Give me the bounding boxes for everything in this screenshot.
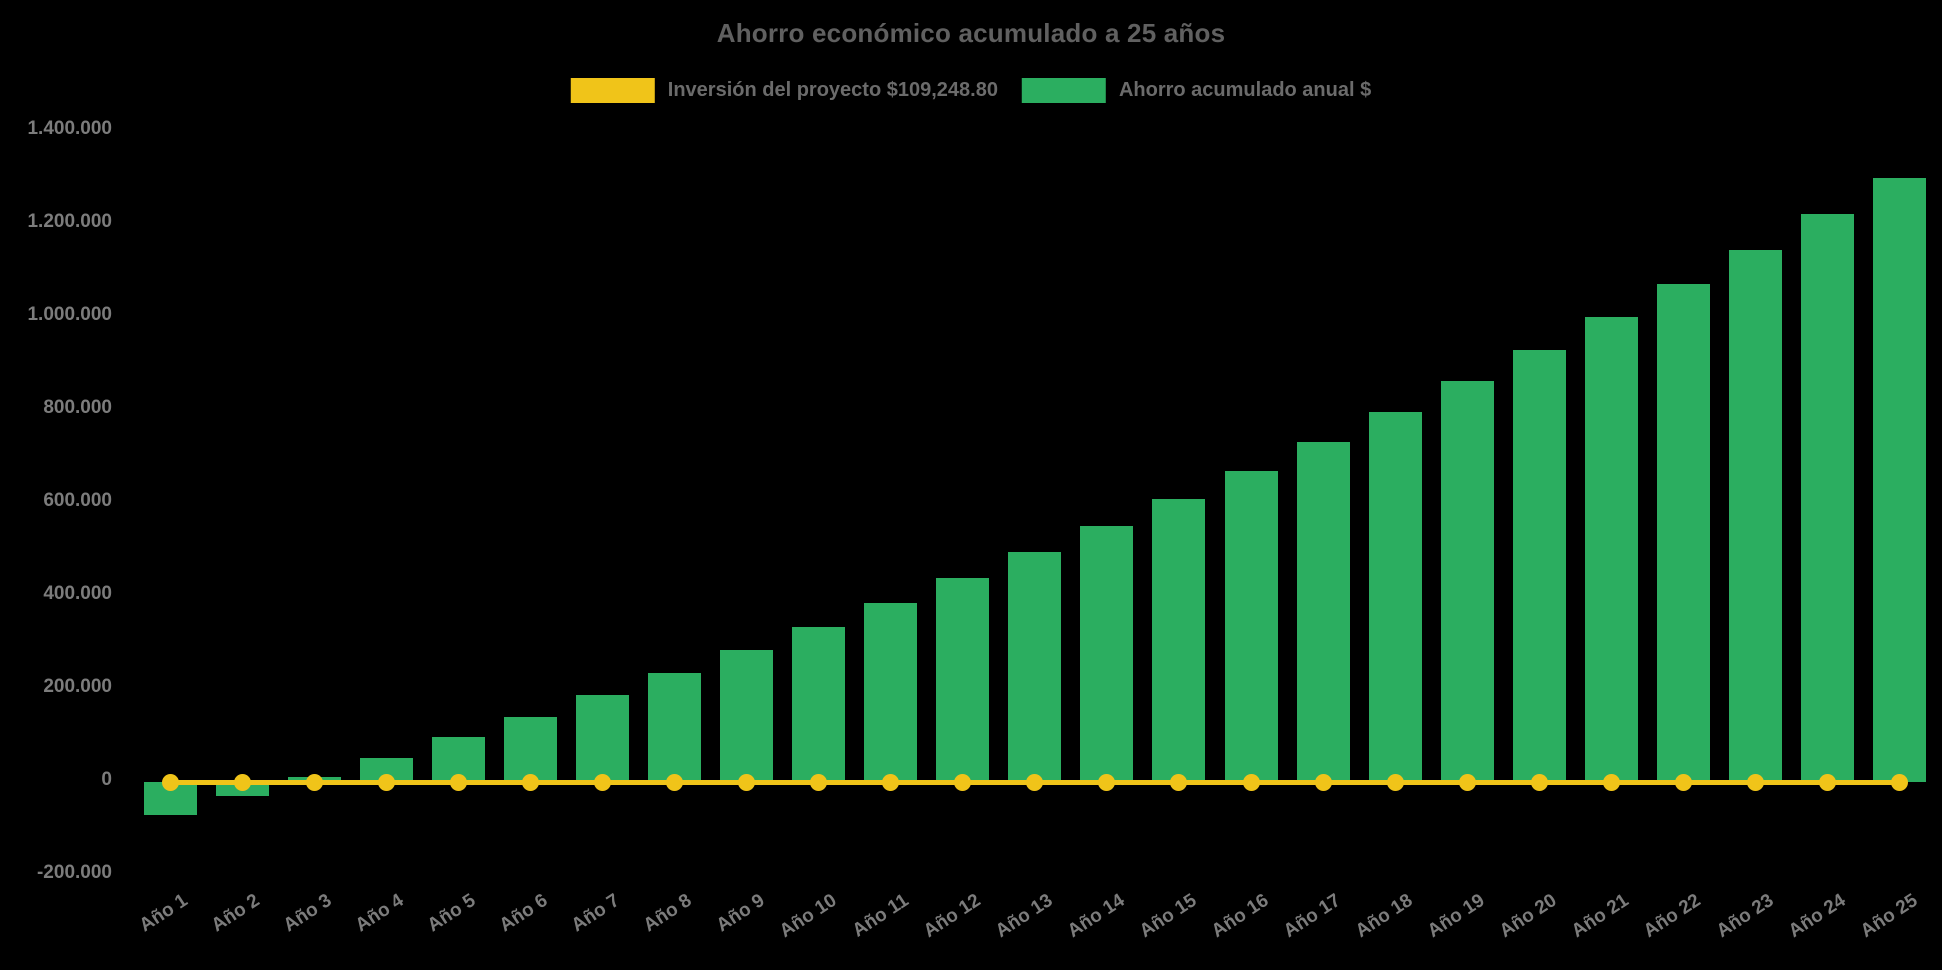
line-point-año-12[interactable] bbox=[954, 773, 972, 791]
line-point-año-7[interactable] bbox=[593, 773, 611, 791]
bar-año-16[interactable] bbox=[1224, 470, 1278, 782]
x-axis-label-año-16: Año 16 bbox=[1207, 890, 1273, 943]
bar-año-15[interactable] bbox=[1152, 498, 1206, 782]
x-axis-label-año-9: Año 9 bbox=[712, 890, 768, 937]
legend-swatch-ahorro-green bbox=[1021, 78, 1106, 103]
bar-año-22[interactable] bbox=[1656, 283, 1710, 782]
bar-año-20[interactable] bbox=[1512, 349, 1566, 782]
line-point-año-25[interactable] bbox=[1891, 773, 1909, 791]
bar-año-7[interactable] bbox=[575, 695, 629, 782]
legend-label-ahorro: Ahorro acumulado anual $ bbox=[1118, 79, 1372, 101]
line-point-año-3[interactable] bbox=[305, 773, 323, 791]
x-axis-label-año-11: Año 11 bbox=[848, 890, 913, 942]
line-point-año-16[interactable] bbox=[1242, 773, 1260, 791]
bar-año-19[interactable] bbox=[1440, 381, 1494, 782]
line-point-año-10[interactable] bbox=[810, 773, 828, 791]
x-axis-label-año-13: Año 13 bbox=[991, 890, 1057, 943]
x-axis-label-año-7: Año 7 bbox=[568, 890, 624, 937]
chart-title: Ahorro económico acumulado a 25 años bbox=[716, 18, 1226, 48]
bar-año-11[interactable] bbox=[864, 602, 918, 782]
line-point-año-9[interactable] bbox=[738, 773, 756, 791]
x-axis-label-año-22: Año 22 bbox=[1640, 890, 1705, 943]
y-axis-label-600.000: 600.000 bbox=[43, 490, 112, 511]
legend-item-inversion[interactable]: Inversión del proyecto $109,248.80 bbox=[570, 78, 998, 103]
x-axis-label-año-8: Año 8 bbox=[640, 890, 696, 937]
line-point-año-8[interactable] bbox=[665, 773, 683, 791]
y-axis-label-400.000: 400.000 bbox=[43, 583, 112, 604]
x-axis-label-año-4: Año 4 bbox=[351, 890, 408, 937]
line-point-año-21[interactable] bbox=[1602, 773, 1620, 791]
y-axis-label-1.400.000: 1.400.000 bbox=[27, 118, 112, 139]
legend: Inversión del proyecto $109,248.80 Ahorr… bbox=[570, 78, 1372, 103]
bar-año-23[interactable] bbox=[1729, 249, 1783, 782]
x-axis-label-año-24: Año 24 bbox=[1784, 890, 1850, 943]
line-point-año-1[interactable] bbox=[161, 773, 179, 791]
line-point-año-22[interactable] bbox=[1674, 773, 1692, 791]
x-axis-label-año-17: Año 17 bbox=[1279, 890, 1345, 943]
x-axis-label-año-14: Año 14 bbox=[1063, 890, 1129, 943]
x-axis-label-año-21: Año 21 bbox=[1568, 890, 1633, 943]
legend-item-ahorro[interactable]: Ahorro acumulado anual $ bbox=[1021, 78, 1372, 103]
bar-año-13[interactable] bbox=[1008, 552, 1062, 782]
line-point-año-17[interactable] bbox=[1314, 773, 1332, 791]
bar-año-25[interactable] bbox=[1873, 177, 1927, 782]
x-axis-label-año-23: Año 23 bbox=[1712, 890, 1777, 943]
x-axis-label-año-3: Año 3 bbox=[279, 890, 336, 937]
line-point-año-20[interactable] bbox=[1530, 773, 1548, 791]
line-point-año-11[interactable] bbox=[882, 773, 900, 791]
x-axis-label-año-2: Año 2 bbox=[207, 890, 264, 937]
line-point-año-4[interactable] bbox=[377, 773, 395, 791]
bar-año-18[interactable] bbox=[1368, 411, 1422, 782]
x-axis-label-año-18: Año 18 bbox=[1352, 890, 1417, 943]
bar-año-21[interactable] bbox=[1584, 317, 1638, 782]
line-point-año-5[interactable] bbox=[449, 773, 467, 791]
x-axis-label-año-20: Año 20 bbox=[1496, 890, 1561, 943]
y-axis-label--200.000: -200.000 bbox=[36, 862, 112, 883]
y-axis-label-1.000.000: 1.000.000 bbox=[27, 304, 112, 325]
bar-año-6[interactable] bbox=[503, 716, 557, 782]
line-point-año-18[interactable] bbox=[1386, 773, 1404, 791]
bar-año-12[interactable] bbox=[936, 577, 990, 782]
line-point-año-23[interactable] bbox=[1747, 773, 1765, 791]
x-axis-label-año-15: Año 15 bbox=[1135, 890, 1201, 943]
line-point-año-2[interactable] bbox=[233, 773, 251, 791]
bar-año-9[interactable] bbox=[720, 650, 774, 782]
bar-año-8[interactable] bbox=[647, 673, 701, 782]
line-point-año-24[interactable] bbox=[1819, 773, 1837, 791]
x-axis-label-año-25: Año 25 bbox=[1856, 890, 1922, 943]
line-point-año-14[interactable] bbox=[1098, 773, 1116, 791]
line-point-año-6[interactable] bbox=[521, 773, 539, 791]
legend-swatch-inversion-yellow bbox=[570, 78, 655, 103]
y-axis-label-1.200.000: 1.200.000 bbox=[27, 211, 112, 232]
bar-año-17[interactable] bbox=[1296, 441, 1350, 782]
y-axis-label-200.000: 200.000 bbox=[43, 676, 112, 697]
bar-año-24[interactable] bbox=[1801, 214, 1855, 782]
x-axis-label-año-19: Año 19 bbox=[1424, 890, 1489, 943]
line-point-año-15[interactable] bbox=[1170, 773, 1188, 791]
x-axis-label-año-10: Año 10 bbox=[775, 890, 841, 943]
line-point-año-13[interactable] bbox=[1026, 773, 1044, 791]
y-axis-label-0: 0 bbox=[101, 769, 112, 790]
line-point-año-19[interactable] bbox=[1458, 773, 1476, 791]
x-axis-label-año-5: Año 5 bbox=[423, 890, 480, 937]
x-axis-label-año-6: Año 6 bbox=[496, 890, 552, 937]
x-axis-label-año-12: Año 12 bbox=[919, 890, 985, 943]
legend-label-inversion: Inversión del proyecto $109,248.80 bbox=[667, 79, 998, 101]
x-axis-label-año-1: Año 1 bbox=[135, 890, 192, 937]
bar-año-14[interactable] bbox=[1080, 525, 1134, 782]
bar-año-10[interactable] bbox=[792, 626, 846, 782]
y-axis-label-800.000: 800.000 bbox=[43, 397, 112, 418]
